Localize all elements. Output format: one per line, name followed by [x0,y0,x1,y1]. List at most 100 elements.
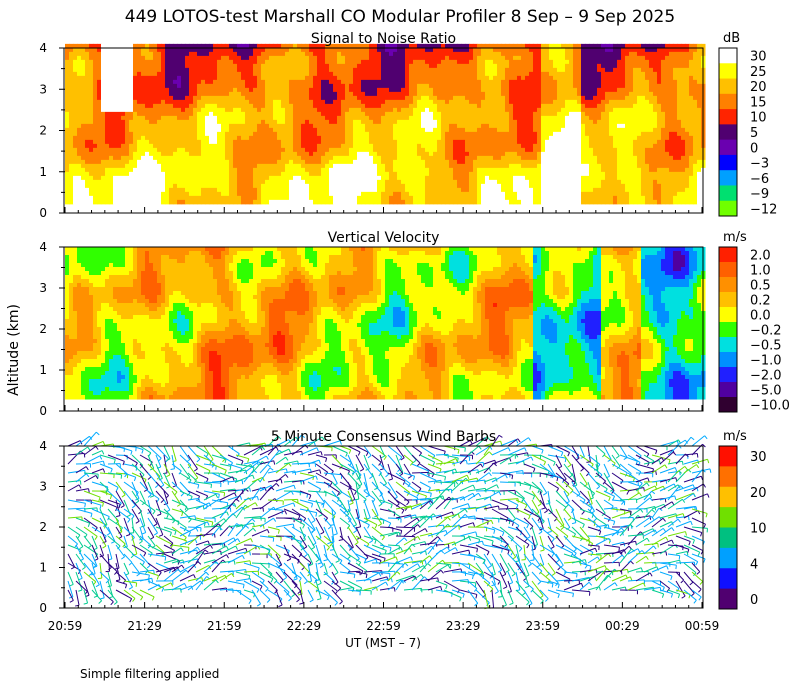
snr-cell [405,175,410,181]
snr-cell [329,43,334,49]
snr-cell [429,83,434,89]
snr-cell [437,111,442,117]
snr-cell [333,139,338,145]
snr-cell [109,55,114,61]
snr-cell [101,67,106,73]
snr-cell [77,51,82,57]
snr-cell [349,167,354,173]
snr-cell [81,167,86,173]
snr-cell [237,99,242,105]
snr-cell [365,119,370,125]
snr-cell [329,115,334,121]
snr-cell [385,87,390,93]
snr-cell [341,135,346,141]
snr-cell [153,171,158,177]
snr-cell [257,55,262,61]
snr-cell [405,199,410,205]
snr-cell [257,195,262,201]
snr-cell [273,71,278,77]
snr-cell [105,135,110,141]
snr-cell [361,79,366,85]
snr-cell [133,187,138,193]
snr-cell [101,95,106,101]
snr-cell [461,159,466,165]
snr-cell [261,183,266,189]
snr-cell [429,167,434,173]
snr-cell [413,111,418,117]
snr-cell [269,167,274,173]
snr-cell [537,111,542,117]
snr-cell [457,159,462,165]
snr-cell [533,119,538,125]
snr-cell [145,71,150,77]
snr-cell [425,119,430,125]
snr-cell [373,55,378,61]
snr-cell [221,63,226,69]
snr-cell [409,179,414,185]
snr-cell [377,83,382,89]
snr-cell [65,127,70,133]
snr-cell [117,95,122,101]
snr-cell [221,131,226,137]
snr-cell [173,163,178,169]
snr-cell [393,63,398,69]
snr-cell [545,199,550,205]
snr-cell [205,71,210,77]
snr-cell [341,111,346,117]
snr-cell [93,187,98,193]
snr-cell [317,187,322,193]
snr-cell [493,127,498,133]
snr-cell [481,195,486,201]
snr-cell [197,139,202,145]
snr-cell [561,79,566,85]
snr-cell [233,147,238,153]
snr-cell [441,191,446,197]
snr-cell [445,71,450,77]
snr-cell [465,47,470,53]
snr-cell [109,75,114,81]
snr-cell [377,191,382,197]
snr-cell [485,159,490,165]
snr-cell [145,59,150,65]
snr-cell [81,111,86,117]
snr-cell [541,171,546,177]
snr-cell [209,103,214,109]
snr-cell [305,135,310,141]
snr-cell [177,191,182,197]
snr-cell [205,123,210,129]
snr-cell [221,167,226,173]
snr-cell [165,139,170,145]
snr-cell [97,135,102,141]
snr-cell [333,131,338,137]
snr-cell [421,87,426,93]
snr-cell [465,111,470,117]
snr-cell [353,63,358,69]
snr-cell [93,75,98,81]
snr-cell [553,167,558,173]
snr-cell [405,87,410,93]
snr-cell [369,131,374,137]
snr-cell [409,99,414,105]
snr-cell [465,159,470,165]
snr-cell [69,87,74,93]
snr-cell [381,75,386,81]
snr-cell [101,167,106,173]
snr-cell [249,147,254,153]
snr-cell [365,67,370,73]
snr-cell [517,107,522,113]
snr-cell [193,63,198,69]
snr-cell [301,83,306,89]
snr-cell [153,111,158,117]
snr-cell [233,103,238,109]
snr-cell [549,83,554,89]
snr-cell [97,51,102,57]
snr-cell [489,167,494,173]
snr-cell [281,135,286,141]
snr-cell [493,115,498,121]
snr-cell [425,183,430,189]
snr-cell [93,119,98,125]
snr-cell [141,47,146,53]
snr-cell [289,59,294,65]
snr-cell [169,103,174,109]
snr-cell [245,171,250,177]
